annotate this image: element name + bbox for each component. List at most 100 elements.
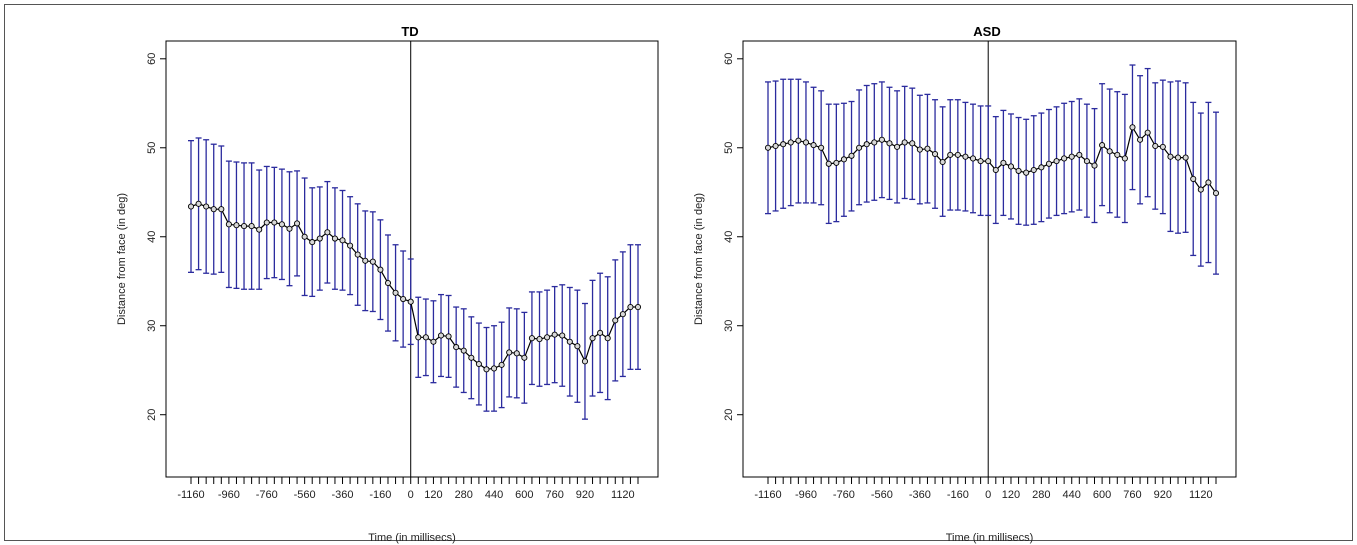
mean-point xyxy=(939,158,946,166)
x-tick-label: 760 xyxy=(1123,489,1141,501)
mean-point xyxy=(1129,124,1136,131)
mean-point xyxy=(498,361,505,368)
mean-point xyxy=(233,222,240,229)
mean-point xyxy=(597,329,604,336)
x-tick-label: -1160 xyxy=(754,489,781,501)
mean-point xyxy=(559,332,566,339)
mean-point xyxy=(240,223,248,230)
mean-point xyxy=(1083,158,1090,165)
y-tick-label: 40 xyxy=(146,231,158,243)
mean-point xyxy=(969,155,977,162)
mean-point xyxy=(1061,155,1068,162)
y-tick-label: 60 xyxy=(146,53,158,65)
mean-point xyxy=(764,144,772,151)
y-axis-label: Distance from face (in deg) xyxy=(693,193,705,325)
x-tick-label: -560 xyxy=(871,489,893,501)
mean-point xyxy=(924,145,931,152)
mean-point xyxy=(400,295,407,303)
mean-point xyxy=(802,139,810,146)
mean-point xyxy=(491,365,498,372)
y-tick-label: 20 xyxy=(723,409,735,421)
mean-point xyxy=(256,226,263,233)
mean-point xyxy=(818,144,825,151)
mean-point xyxy=(878,136,885,143)
mean-point xyxy=(1197,186,1204,193)
mean-point xyxy=(324,229,331,236)
mean-point xyxy=(331,235,338,242)
mean-point xyxy=(909,140,916,147)
mean-point xyxy=(1030,166,1037,174)
x-tick-label: 920 xyxy=(576,489,594,501)
x-tick-label: 440 xyxy=(1063,489,1081,501)
mean-point xyxy=(619,311,626,318)
mean-point xyxy=(271,219,278,226)
mean-point xyxy=(1091,162,1098,169)
mean-point xyxy=(589,335,596,342)
x-tick-label: 600 xyxy=(515,489,533,501)
mean-point xyxy=(863,141,870,148)
mean-point xyxy=(422,334,429,341)
mean-point xyxy=(1099,142,1106,149)
y-tick-label: 40 xyxy=(723,231,735,243)
mean-point xyxy=(536,336,543,343)
mean-point xyxy=(1190,175,1197,182)
mean-point xyxy=(521,354,528,361)
x-tick-label: -960 xyxy=(795,489,817,501)
x-tick-label: 280 xyxy=(455,489,473,501)
x-tick-label: -560 xyxy=(294,489,316,501)
mean-point xyxy=(316,235,323,242)
mean-point xyxy=(1137,136,1144,143)
x-tick-label: 1120 xyxy=(1189,489,1213,501)
x-tick-label: 120 xyxy=(424,489,442,501)
mean-point xyxy=(453,344,460,351)
mean-point xyxy=(460,347,467,354)
plot-box xyxy=(742,40,1237,478)
mean-point xyxy=(954,151,961,158)
y-axis-label: Distance from face (in deg) xyxy=(116,193,128,325)
y-tick-label: 50 xyxy=(723,142,735,154)
mean-point xyxy=(1174,154,1182,161)
mean-point xyxy=(795,137,802,144)
chart-title: ASD xyxy=(973,24,1000,39)
mean-point xyxy=(225,221,232,228)
mean-point xyxy=(354,251,361,258)
mean-point xyxy=(301,233,308,240)
mean-point xyxy=(634,303,642,311)
x-axis-label: Time (in millisecs) xyxy=(368,532,456,544)
x-tick-label: -760 xyxy=(256,489,278,501)
x-tick-label: -360 xyxy=(332,489,354,501)
mean-point xyxy=(248,223,255,230)
y-tick-label: 30 xyxy=(723,320,735,332)
x-tick-label: -760 xyxy=(833,489,855,501)
y-tick-label: 30 xyxy=(146,320,158,332)
mean-point xyxy=(286,225,293,232)
mean-point xyxy=(1205,179,1212,186)
mean-point xyxy=(1159,143,1166,150)
mean-point xyxy=(825,160,832,167)
y-tick-label: 50 xyxy=(146,142,158,154)
mean-point xyxy=(604,335,611,342)
mean-point xyxy=(848,152,855,159)
x-tick-label: 1120 xyxy=(611,489,635,501)
mean-point xyxy=(1045,160,1052,167)
mean-point xyxy=(612,317,619,324)
mean-point xyxy=(218,206,225,213)
mean-point xyxy=(294,220,301,227)
x-tick-label: 760 xyxy=(545,489,563,501)
x-tick-label: -360 xyxy=(909,489,931,501)
mean-point xyxy=(947,151,954,158)
mean-point xyxy=(210,206,217,213)
mean-point xyxy=(1114,151,1121,158)
mean-point xyxy=(506,349,513,356)
mean-point xyxy=(1076,151,1083,158)
mean-point xyxy=(528,335,535,342)
x-tick-label: 280 xyxy=(1032,489,1050,501)
mean-point xyxy=(369,258,376,265)
mean-point xyxy=(407,298,414,305)
mean-point xyxy=(886,140,893,147)
x-tick-label: 120 xyxy=(1002,489,1020,501)
mean-point xyxy=(901,139,908,146)
mean-point xyxy=(347,242,354,249)
